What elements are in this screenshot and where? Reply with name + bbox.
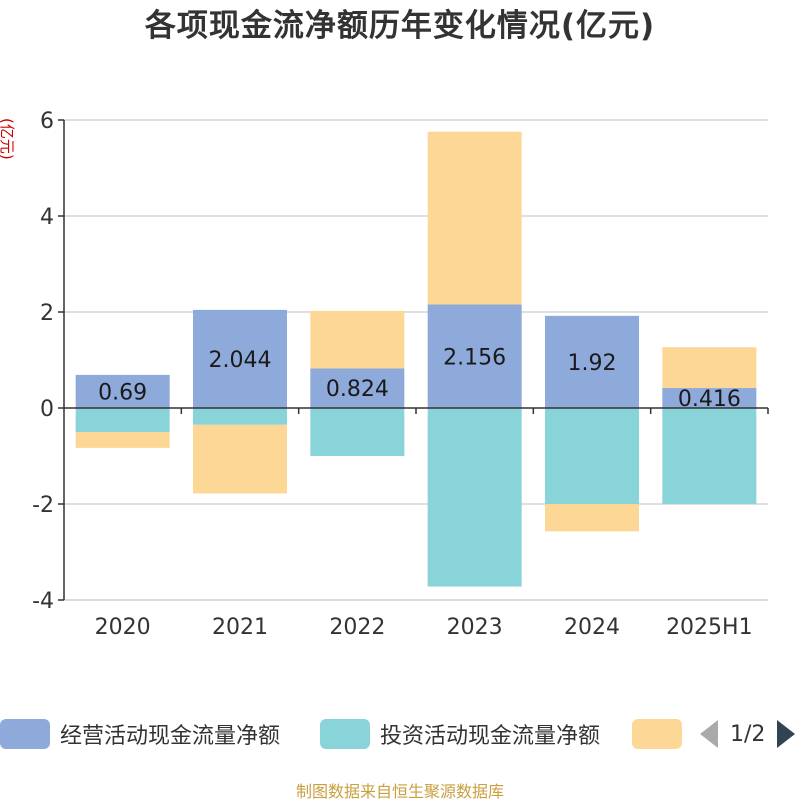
bar-2024-s2[interactable] — [545, 504, 639, 532]
data-label-2023: 2.156 — [443, 345, 506, 370]
bar-2021-s2[interactable] — [193, 424, 287, 494]
bar-2021-s0[interactable] — [193, 309, 287, 408]
y-tick-label: 2 — [40, 301, 54, 326]
legend-swatch-investing — [320, 719, 370, 749]
bar-2023-s0[interactable] — [427, 304, 522, 408]
x-tick-label: 2022 — [329, 615, 385, 640]
bar-2023-s1[interactable] — [427, 408, 522, 587]
x-tick-label: 2021 — [212, 615, 268, 640]
bar-series — [75, 131, 757, 587]
bar-2022-s0[interactable] — [310, 368, 405, 408]
bar-2024-s0[interactable] — [545, 315, 639, 408]
pager-prev-icon[interactable] — [700, 720, 718, 748]
legend-pager: 1/2 — [700, 714, 796, 754]
bar-2022-s2[interactable] — [310, 310, 405, 369]
legend-label-investing: 投资活动现金流量净额 — [380, 724, 601, 749]
legend-swatch-operating — [0, 719, 50, 749]
chart-title: 各项现金流净额历年变化情况(亿元) — [144, 8, 656, 44]
legend-swatch-third — [632, 719, 682, 749]
legend-item-third[interactable] — [632, 714, 682, 754]
axes: 6 4 2 0 -2 -4 2020 2021 2022 2023 2024 2025H1 — [32, 109, 769, 640]
data-label-2022: 0.824 — [326, 377, 389, 402]
y-tick-label: 0 — [40, 397, 54, 422]
y-axis-unit-label: (亿元) — [0, 118, 16, 160]
x-tick-label: 2025H1 — [666, 615, 753, 640]
y-tick-label: 4 — [40, 205, 54, 230]
x-tick-label: 2023 — [447, 615, 503, 640]
data-label-2025H1: 0.416 — [678, 387, 741, 412]
legend-item-operating[interactable]: 经营活动现金流量净额 — [0, 714, 280, 754]
y-tick-label: 6 — [40, 109, 54, 134]
bar-2024-s1[interactable] — [545, 408, 639, 504]
bar-2022-s1[interactable] — [310, 408, 405, 456]
x-tick-label: 2024 — [564, 615, 620, 640]
bar-2023-s2[interactable] — [427, 131, 522, 305]
legend-item-investing[interactable]: 投资活动现金流量净额 — [320, 714, 600, 754]
data-label-2020: 0.69 — [98, 380, 147, 405]
x-tick-label: 2020 — [95, 615, 151, 640]
bar-2025H1-s0[interactable] — [662, 388, 757, 408]
pager-text: 1/2 — [730, 721, 766, 747]
bar-2020-s1[interactable] — [75, 408, 170, 432]
legend-label-operating: 经营活动现金流量净额 — [60, 724, 281, 749]
data-label-2021: 2.044 — [209, 348, 272, 373]
data-labels: 0.69 2.044 0.824 2.156 1.92 0.416 — [98, 345, 741, 412]
y-tick-label: -2 — [32, 493, 54, 518]
bar-2020-s2[interactable] — [75, 432, 170, 448]
bar-2025H1-s2[interactable] — [662, 347, 757, 389]
source-note: 制图数据来自恒生聚源数据库 — [295, 782, 504, 801]
y-tick-label: -4 — [32, 589, 54, 614]
data-label-2024: 1.92 — [568, 351, 617, 376]
pager-next-icon[interactable] — [777, 720, 796, 748]
bar-2025H1-s1[interactable] — [662, 408, 757, 504]
legend: 经营活动现金流量净额 投资活动现金流量净额 1/2 — [0, 714, 800, 754]
grid-lines — [64, 119, 768, 601]
bar-chart: 6 4 2 0 -2 -4 2020 2021 2022 2023 2024 2025H1 0.69 2… — [0, 109, 769, 640]
bar-2020-s0[interactable] — [75, 374, 170, 408]
bar-2021-s1[interactable] — [193, 408, 287, 425]
